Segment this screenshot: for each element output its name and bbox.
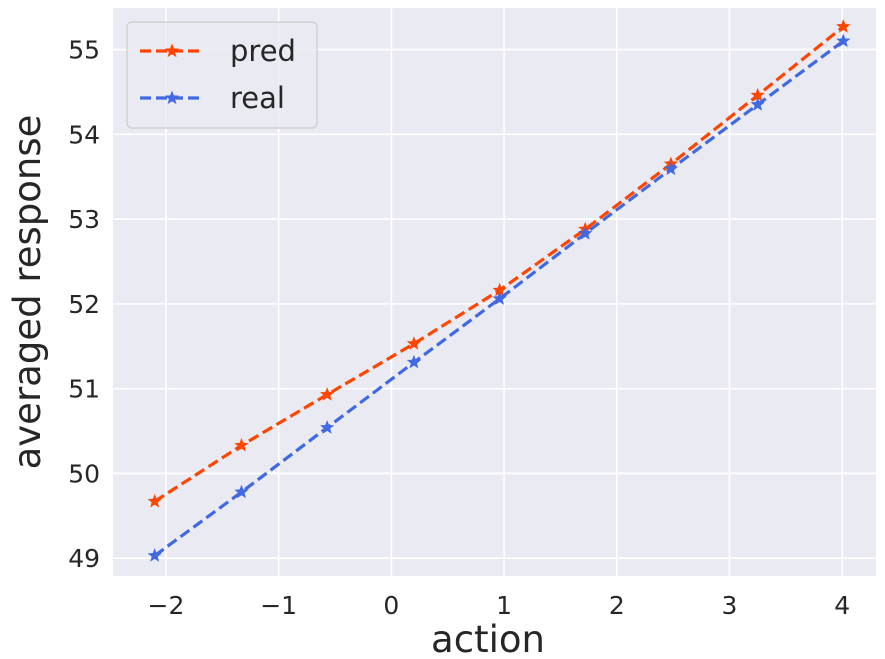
series-layer: [147, 19, 851, 562]
data-point-real: [492, 291, 507, 305]
x-tick-label: 3: [722, 591, 738, 620]
data-point-real: [663, 161, 679, 176]
data-point-pred: [406, 336, 422, 350]
data-point-real: [836, 33, 851, 48]
y-tick-label: 53: [68, 205, 100, 234]
y-tick-label: 55: [68, 36, 100, 65]
tick-labels: −2 −1 0 1 2 3 4 49 50 51 52 53 54 55: [68, 36, 850, 620]
data-point-pred: [750, 87, 765, 102]
legend-marker-pred: [164, 43, 180, 58]
y-tick-label: 54: [68, 120, 100, 149]
data-point-pred: [234, 437, 249, 452]
data-point-real: [234, 484, 249, 499]
x-tick-label: 1: [496, 591, 512, 620]
x-tick-label: 4: [834, 591, 850, 620]
y-tick-label: 49: [68, 544, 100, 573]
series-real: [147, 33, 851, 562]
y-tick-label: 50: [68, 459, 100, 488]
data-point-pred: [147, 493, 162, 508]
x-tick-label: −2: [148, 591, 185, 620]
y-tick-label: 51: [68, 375, 100, 404]
legend-label-pred: pred: [230, 34, 296, 68]
x-tick-label: −1: [260, 591, 297, 620]
legend-label-real: real: [230, 81, 285, 115]
data-point-real: [406, 354, 422, 369]
data-point-pred: [320, 387, 335, 401]
data-point-real: [750, 97, 765, 111]
x-axis-label: action: [431, 618, 545, 659]
y-tick-label: 52: [68, 290, 100, 319]
data-point-real: [578, 226, 593, 240]
x-tick-label: 0: [383, 591, 399, 620]
data-point-real: [147, 548, 162, 562]
legend-entries: pred real: [140, 34, 296, 115]
legend-marker-real: [164, 90, 180, 105]
legend: pred real: [126, 21, 318, 129]
data-point-pred: [836, 19, 851, 33]
data-point-real: [320, 420, 335, 434]
data-point-pred: [492, 282, 507, 297]
x-tick-label: 2: [609, 591, 625, 620]
y-axis-label: averaged response: [6, 115, 49, 470]
